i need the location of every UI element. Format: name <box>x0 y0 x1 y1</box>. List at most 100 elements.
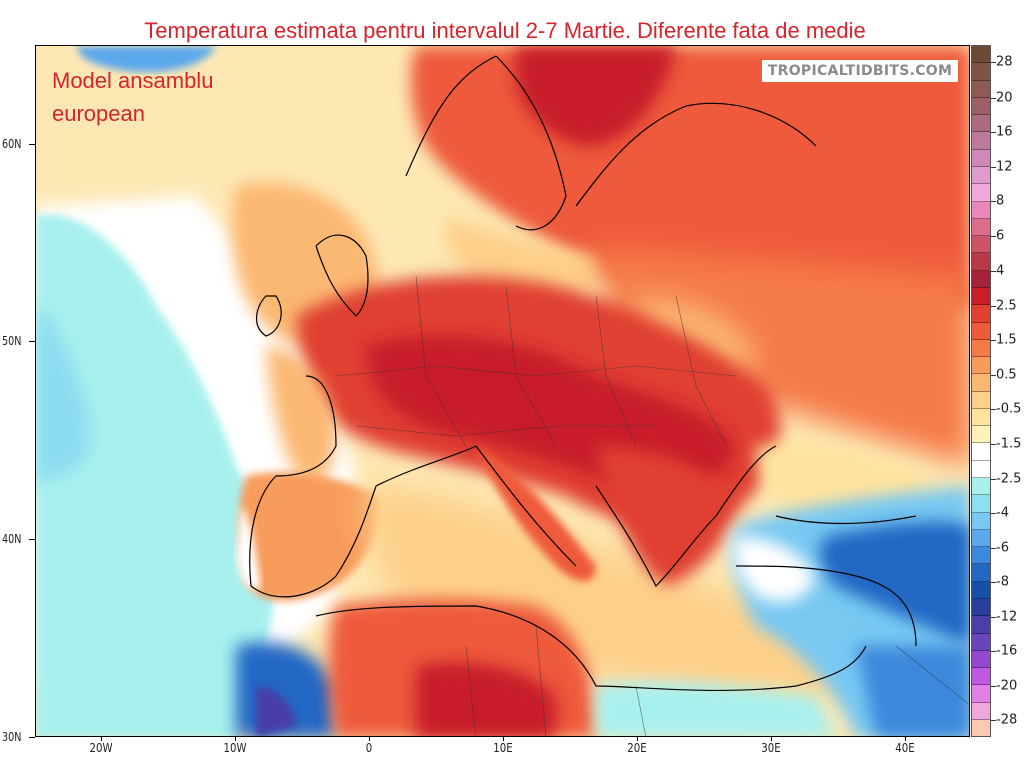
colorbar-swatch <box>972 166 990 185</box>
colorbar-swatch <box>972 443 990 461</box>
colorbar-tick <box>991 340 996 341</box>
colorbar-swatch <box>972 339 990 358</box>
temperature-anomaly-map <box>35 45 970 737</box>
colorbar-swatch <box>972 97 990 116</box>
colorbar-label: -1.5 <box>996 436 1022 452</box>
colorbar-swatch <box>972 426 990 444</box>
lon-label-0: 0 <box>365 741 373 755</box>
colorbar-swatch <box>972 115 990 133</box>
colorbar-tick <box>991 132 996 133</box>
lon-label-40e: 40E <box>895 741 915 755</box>
lon-tick <box>771 737 772 741</box>
map-field <box>36 46 969 736</box>
lat-tick <box>29 737 35 738</box>
lon-label-30e: 30E <box>761 741 781 755</box>
colorbar-tick <box>991 686 996 687</box>
colorbar-swatch <box>972 408 990 427</box>
colorbar-label: 20 <box>996 90 1013 106</box>
colorbar-swatch <box>972 547 990 565</box>
colorbar-swatch <box>972 391 990 409</box>
colorbar-swatch <box>972 650 990 669</box>
tropicaltidbits-watermark: TROPICALTIDBITS.COM <box>762 60 958 82</box>
colorbar-label: 4 <box>996 263 1005 279</box>
colorbar-swatch <box>972 80 990 98</box>
colorbar-tick <box>991 306 996 307</box>
colorbar-tick <box>991 409 996 410</box>
colorbar-swatch <box>972 599 990 617</box>
colorbar-swatch <box>972 702 990 720</box>
lon-tick <box>905 737 906 741</box>
colorbar-swatch <box>972 685 990 703</box>
subtitle-line-1: Model ansamblu <box>52 68 214 93</box>
colorbar-legend <box>971 45 991 737</box>
colorbar-swatch <box>972 287 990 306</box>
colorbar-swatch <box>972 495 990 513</box>
colorbar-label: 6 <box>996 228 1005 244</box>
colorbar-tick <box>991 62 996 63</box>
colorbar-swatch <box>972 719 990 737</box>
colorbar-swatch <box>972 633 990 651</box>
colorbar-tick <box>991 479 996 480</box>
colorbar-label: -28 <box>996 712 1018 728</box>
lon-tick <box>637 737 638 741</box>
lat-label-60n: 60N <box>2 137 22 151</box>
lon-tick <box>503 737 504 741</box>
colorbar-label: -12 <box>996 609 1018 625</box>
colorbar-tick <box>991 582 996 583</box>
map-title: Temperatura estimata pentru intervalul 2… <box>144 18 866 43</box>
colorbar-label: 28 <box>996 54 1013 70</box>
colorbar-swatch <box>972 201 990 219</box>
colorbar-swatch <box>972 184 990 202</box>
lat-tick <box>29 539 35 540</box>
colorbar-tick <box>991 98 996 99</box>
colorbar-label: 1.5 <box>996 332 1017 348</box>
colorbar-swatch <box>972 46 990 64</box>
colorbar-swatch <box>972 63 990 81</box>
colorbar-swatch <box>972 149 990 167</box>
lat-label-30n: 30N <box>2 730 22 744</box>
subtitle-line-2: european <box>52 101 145 126</box>
colorbar-label: 0.5 <box>996 367 1017 383</box>
colorbar-label: -6 <box>996 540 1009 556</box>
colorbar-tick <box>991 548 996 549</box>
colorbar-tick <box>991 720 996 721</box>
lon-label-20w: 20W <box>89 741 113 755</box>
colorbar-swatch <box>972 236 990 254</box>
colorbar-label: 12 <box>996 159 1013 175</box>
colorbar-label: -2.5 <box>996 471 1022 487</box>
colorbar-swatch <box>972 357 990 375</box>
colorbar-swatch <box>972 460 990 479</box>
colorbar-tick <box>991 201 996 202</box>
colorbar-labels: 28 20 16 12 8 6 4 2.5 1.5 0.5 -0.5 -1.5 -2.5 -4 -6 -8 -1… <box>991 45 1024 737</box>
colorbar-label: -20 <box>996 678 1018 694</box>
colorbar-swatch <box>972 581 990 599</box>
colorbar-tick <box>991 271 996 272</box>
colorbar-swatch <box>972 374 990 392</box>
colorbar-tick <box>991 617 996 618</box>
lat-label-40n: 40N <box>2 532 22 546</box>
lon-tick <box>101 737 102 741</box>
colorbar-swatch <box>972 512 990 530</box>
colorbar-swatch <box>972 616 990 634</box>
lon-label-10e: 10E <box>493 741 513 755</box>
colorbar-swatch <box>972 322 990 340</box>
colorbar-label: -4 <box>996 505 1009 521</box>
colorbar-label: 2.5 <box>996 298 1017 314</box>
lon-tick <box>369 737 370 741</box>
colorbar-swatch <box>972 478 990 496</box>
colorbar-label: -0.5 <box>996 401 1022 417</box>
colorbar-swatch <box>972 218 990 237</box>
colorbar-tick <box>991 236 996 237</box>
lat-tick <box>29 144 35 145</box>
colorbar-swatch <box>972 529 990 548</box>
colorbar-tick <box>991 167 996 168</box>
lat-label-50n: 50N <box>2 334 22 348</box>
lon-tick <box>235 737 236 741</box>
colorbar-tick <box>991 375 996 376</box>
colorbar-label: 16 <box>996 124 1013 140</box>
model-subtitle: Model ansamblu european <box>52 64 213 130</box>
colorbar-swatch <box>972 270 990 288</box>
colorbar-tick <box>991 513 996 514</box>
colorbar-swatch <box>972 132 990 150</box>
colorbar-swatch <box>972 305 990 323</box>
